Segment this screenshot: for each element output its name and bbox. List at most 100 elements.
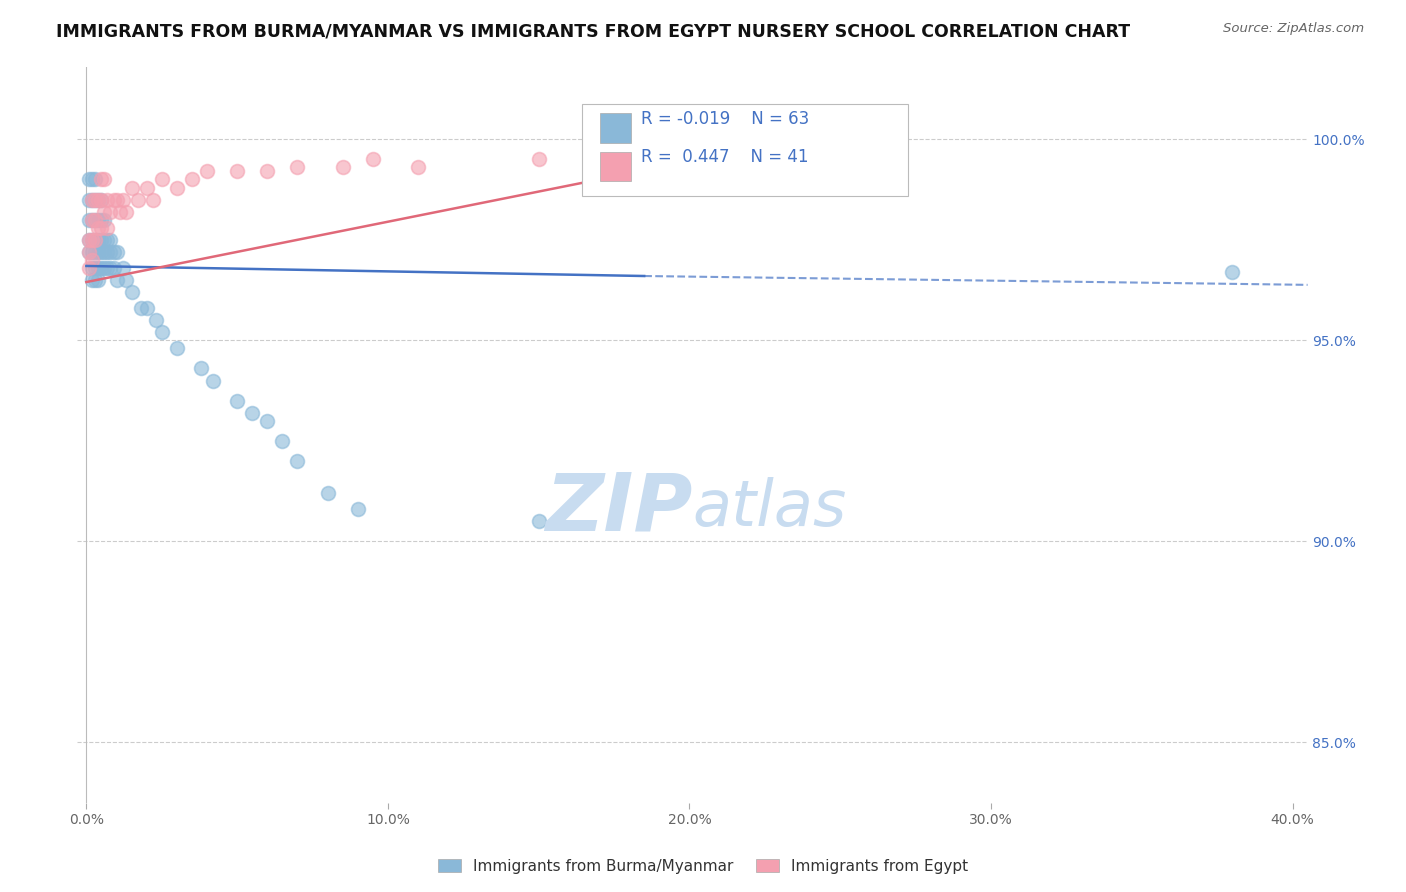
Point [87, 193, 110, 207]
Text: atlas: atlas [693, 477, 846, 540]
Point [114, 204, 136, 219]
Bar [600, 113, 631, 143]
Point [316, 486, 339, 500]
Text: R = -0.019    N = 63: R = -0.019 N = 63 [641, 110, 808, 128]
Point [79, 193, 101, 207]
Point [103, 244, 125, 259]
Point [96, 220, 118, 235]
Point [142, 193, 165, 207]
Point [190, 361, 212, 376]
Point [87, 260, 110, 275]
Point [90, 172, 112, 186]
Point [105, 244, 128, 259]
Point [105, 193, 128, 207]
Point [96, 193, 118, 207]
Text: R =  0.447    N = 41: R = 0.447 N = 41 [641, 148, 808, 166]
Point [84, 273, 107, 287]
Text: ZIP: ZIP [546, 469, 693, 548]
Point [527, 153, 550, 167]
Point [103, 260, 125, 275]
Point [111, 260, 134, 275]
Point [135, 180, 157, 194]
Point [79, 244, 101, 259]
Point [114, 273, 136, 287]
Point [90, 244, 112, 259]
Point [84, 233, 107, 247]
Point [84, 260, 107, 275]
FancyBboxPatch shape [582, 103, 908, 195]
Point [108, 204, 131, 219]
Point [1220, 265, 1243, 279]
Point [226, 393, 249, 408]
Point [82, 233, 104, 247]
Point [166, 342, 188, 356]
Point [103, 193, 125, 207]
Point [87, 193, 110, 207]
Point [100, 244, 122, 259]
Point [111, 193, 134, 207]
Point [202, 374, 225, 388]
Point [84, 212, 107, 227]
Point [82, 233, 104, 247]
Point [135, 301, 157, 315]
Point [93, 233, 115, 247]
Point [145, 313, 167, 327]
Point [87, 233, 110, 247]
Point [93, 212, 115, 227]
Point [87, 273, 110, 287]
Point [82, 244, 104, 259]
Point [79, 233, 101, 247]
Point [82, 252, 104, 267]
Point [90, 233, 112, 247]
Point [87, 220, 110, 235]
Point [82, 212, 104, 227]
Point [87, 212, 110, 227]
Point [93, 204, 115, 219]
Point [121, 180, 143, 194]
Bar [600, 152, 631, 181]
Point [121, 285, 143, 299]
Point [90, 212, 112, 227]
Point [195, 164, 218, 178]
Point [96, 260, 118, 275]
Point [90, 260, 112, 275]
Point [87, 244, 110, 259]
Point [93, 172, 115, 186]
Legend: Immigrants from Burma/Myanmar, Immigrants from Egypt: Immigrants from Burma/Myanmar, Immigrant… [432, 853, 974, 880]
Point [287, 161, 309, 175]
Point [82, 273, 104, 287]
Text: Source: ZipAtlas.com: Source: ZipAtlas.com [1223, 22, 1364, 36]
Point [82, 193, 104, 207]
Point [93, 244, 115, 259]
Point [127, 193, 149, 207]
Point [82, 212, 104, 227]
Point [82, 260, 104, 275]
Point [79, 212, 101, 227]
Point [93, 260, 115, 275]
Point [79, 172, 101, 186]
Point [96, 244, 118, 259]
Point [150, 326, 173, 340]
Point [256, 164, 278, 178]
Point [84, 212, 107, 227]
Point [527, 514, 550, 528]
Point [346, 502, 368, 516]
Point [100, 204, 122, 219]
Point [129, 301, 152, 315]
Point [406, 161, 429, 175]
Point [271, 434, 294, 448]
Point [84, 193, 107, 207]
Point [90, 193, 112, 207]
Point [84, 172, 107, 186]
Point [84, 233, 107, 247]
Point [150, 172, 173, 186]
Text: IMMIGRANTS FROM BURMA/MYANMAR VS IMMIGRANTS FROM EGYPT NURSERY SCHOOL CORRELATIO: IMMIGRANTS FROM BURMA/MYANMAR VS IMMIGRA… [56, 22, 1130, 40]
Point [105, 273, 128, 287]
Point [738, 145, 761, 159]
Point [82, 193, 104, 207]
Point [166, 180, 188, 194]
Point [84, 193, 107, 207]
Point [84, 244, 107, 259]
Point [100, 260, 122, 275]
Point [240, 406, 263, 420]
